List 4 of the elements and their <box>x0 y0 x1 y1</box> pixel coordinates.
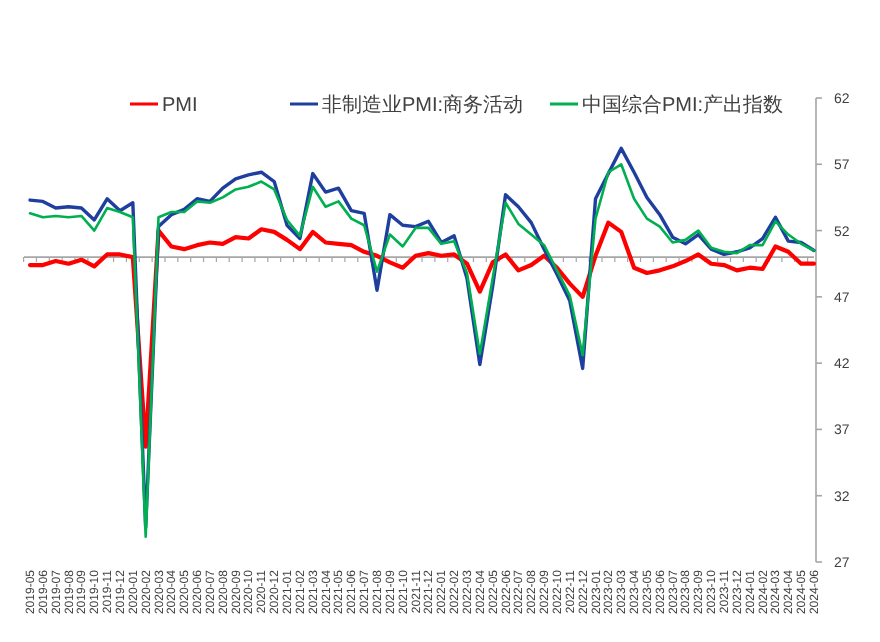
legend-label: 非制造业PMI:商务活动 <box>322 93 524 117</box>
legend-label: 中国综合PMI:产出指数 <box>582 93 784 117</box>
legend-label: PMI <box>162 95 198 117</box>
line-series <box>27 220 817 449</box>
